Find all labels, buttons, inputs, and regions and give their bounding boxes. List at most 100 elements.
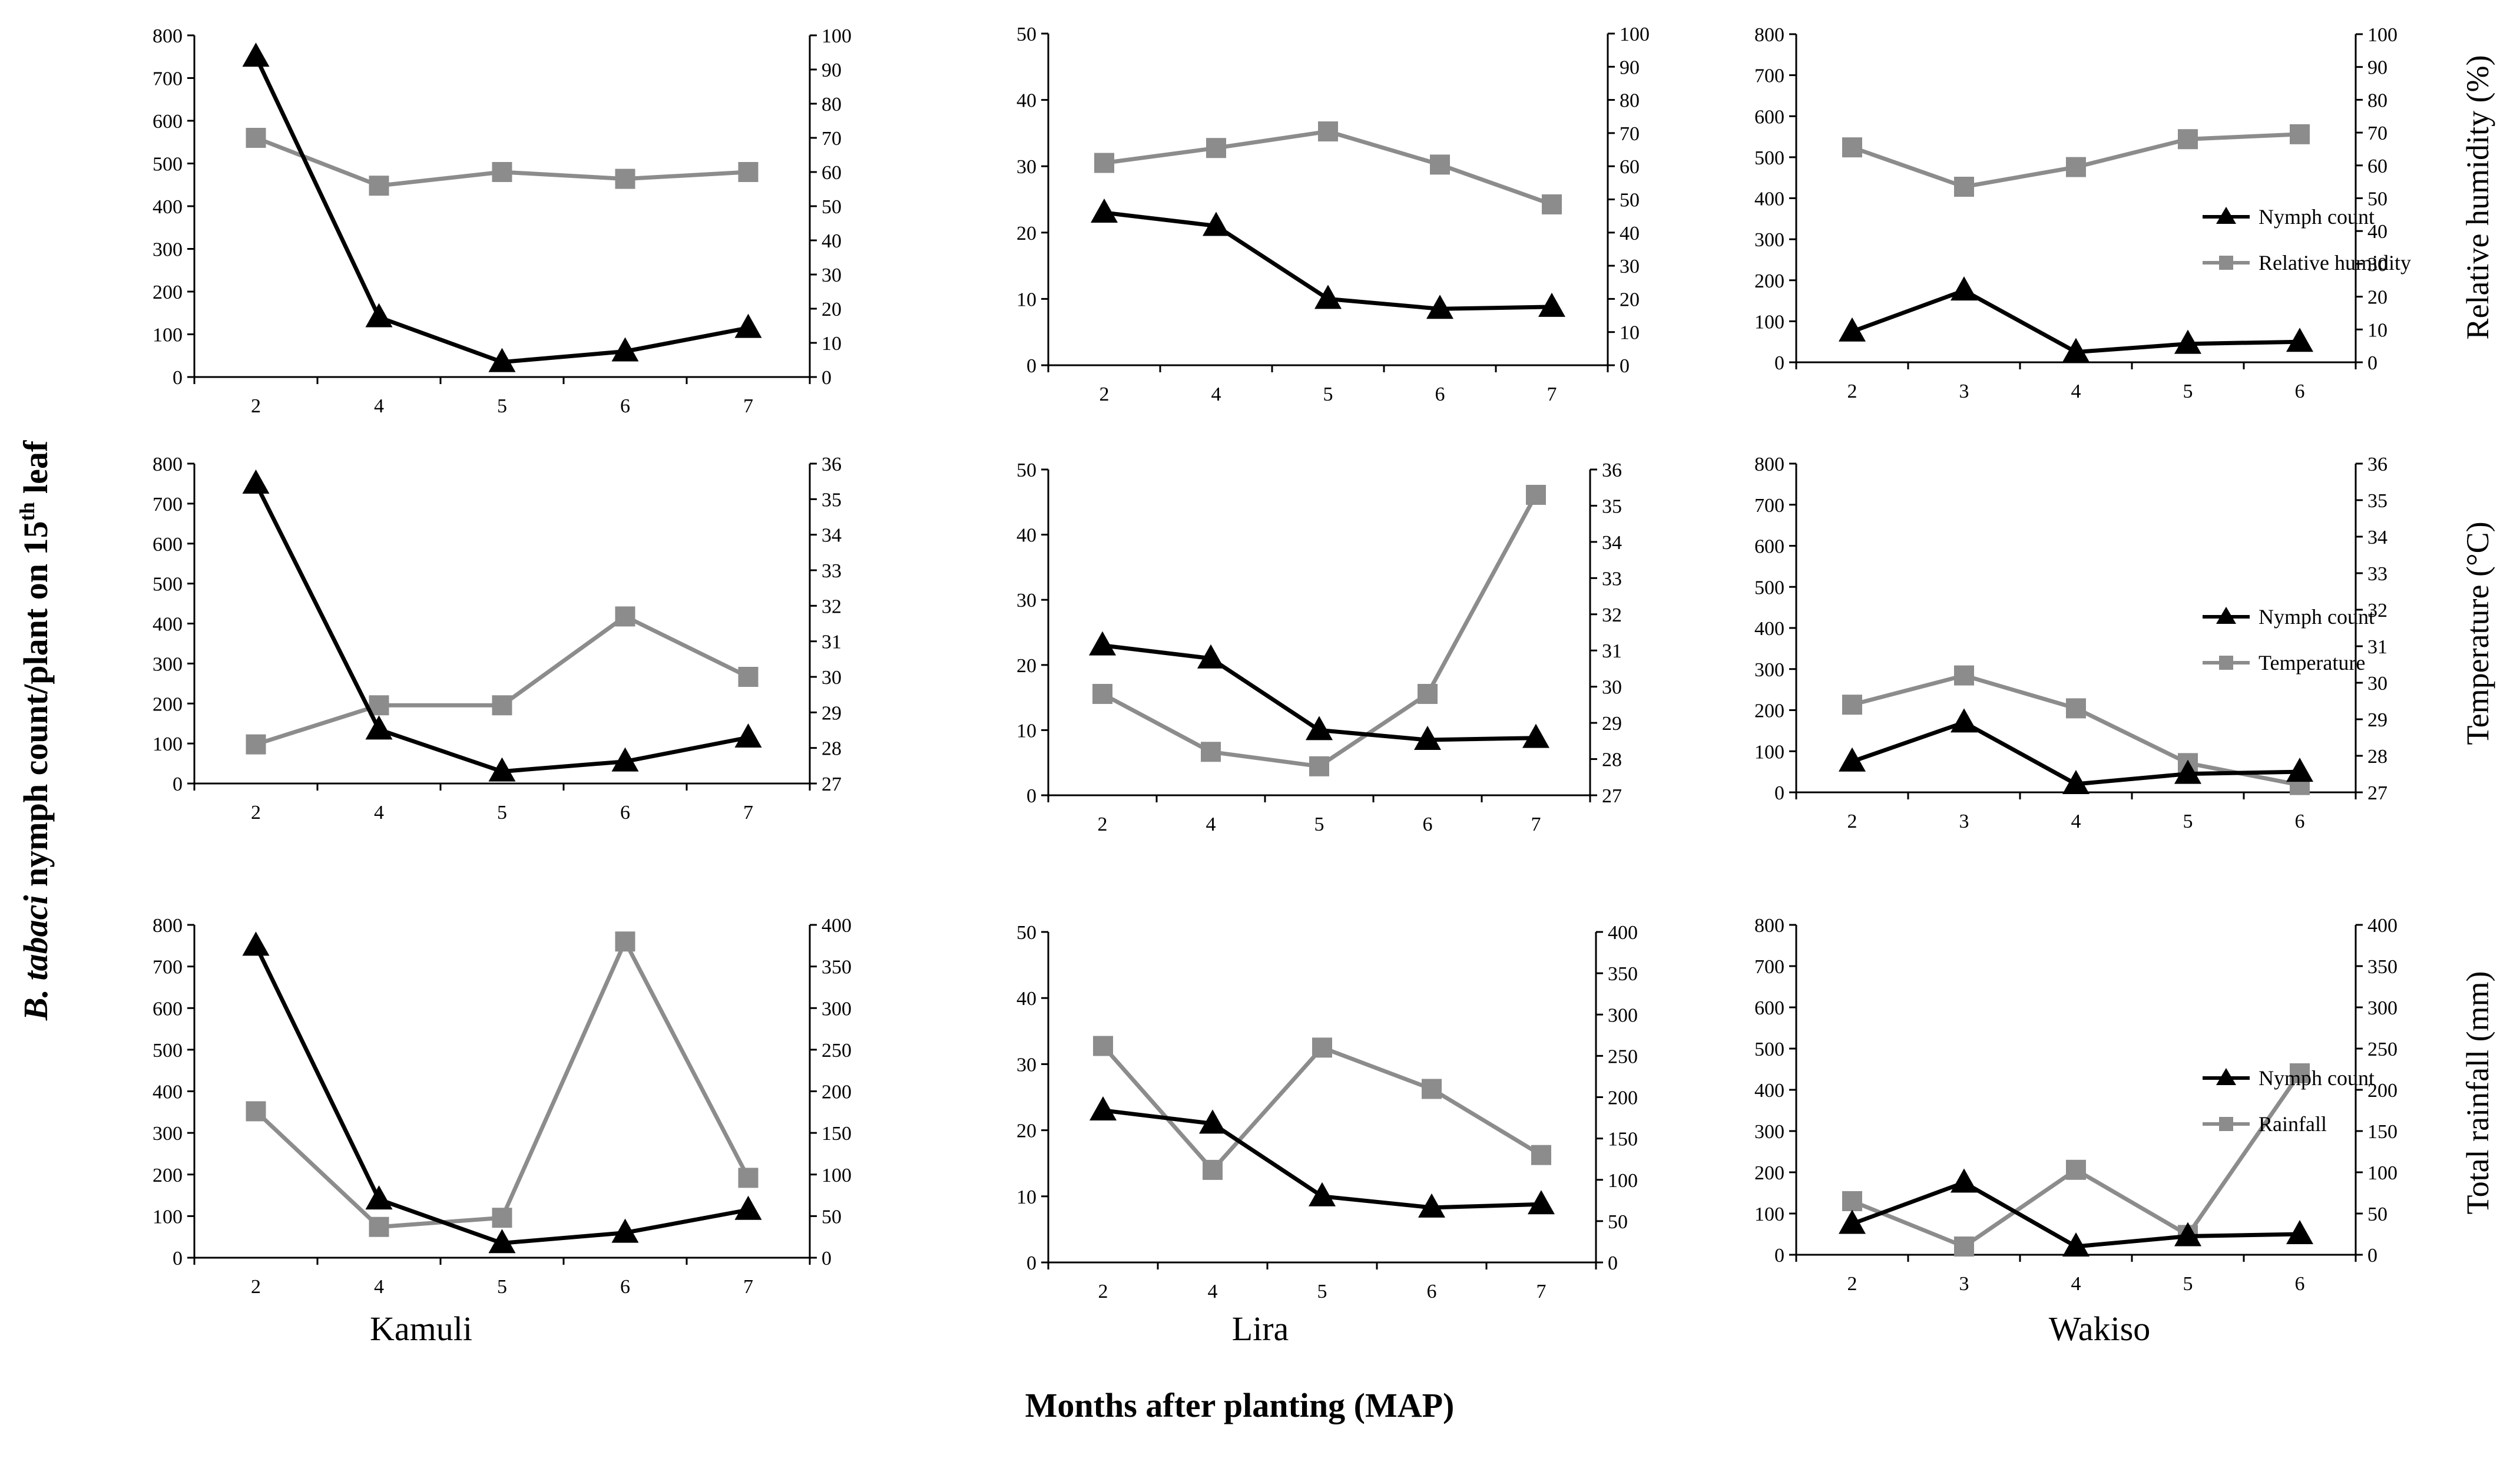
nymph-count-point bbox=[2062, 1232, 2089, 1257]
left-tick-label: 800 bbox=[153, 454, 183, 475]
left-tick-label: 700 bbox=[153, 494, 183, 515]
nymph-count-point bbox=[1528, 1190, 1555, 1215]
left-tick-label: 800 bbox=[1754, 915, 1784, 937]
left-tick-label: 0 bbox=[1774, 782, 1784, 804]
right-tick-label: 90 bbox=[1620, 57, 1640, 78]
nymph-count-point bbox=[1951, 1168, 1978, 1193]
right-tick-label: 40 bbox=[2367, 221, 2387, 243]
left-tick-label: 50 bbox=[1016, 459, 1037, 481]
right-tick-label: 50 bbox=[2367, 1204, 2387, 1225]
x-tick-label: 5 bbox=[1314, 814, 1324, 835]
panel-wakiso-temp: 0100200300400500600700800272829303132333… bbox=[1754, 454, 2387, 832]
right-tick-label: 90 bbox=[822, 59, 842, 81]
nymph-count-point bbox=[1314, 285, 1342, 309]
nymph-count-point bbox=[2286, 328, 2313, 352]
secondary-point bbox=[246, 1101, 266, 1122]
right-tick-label: 31 bbox=[822, 632, 842, 653]
x-tick-label: 2 bbox=[1100, 383, 1110, 405]
nymph-count-point bbox=[242, 42, 270, 67]
right-tick-label: 34 bbox=[822, 525, 842, 547]
left-tick-label: 50 bbox=[1016, 922, 1037, 944]
left-tick-label: 40 bbox=[1016, 90, 1037, 112]
panel-kamuli-temp: 0100200300400500600700800272829303132333… bbox=[153, 454, 842, 824]
site-label-wakiso: Wakiso bbox=[2049, 1310, 2151, 1348]
right-tick-label: 35 bbox=[822, 489, 842, 511]
x-tick-label: 4 bbox=[2071, 381, 2081, 402]
y-axis-title: B. tabaci nymph count/plant on 15th leaf bbox=[15, 440, 55, 1021]
right-tick-label: 80 bbox=[822, 94, 842, 115]
nymph-count-point bbox=[488, 348, 516, 372]
nymph-count-point bbox=[734, 723, 762, 748]
right-tick-label: 32 bbox=[1602, 604, 1622, 626]
left-tick-label: 100 bbox=[153, 1206, 183, 1228]
legend-label: Relative humidity bbox=[2259, 251, 2411, 275]
nymph-count-point bbox=[734, 1195, 762, 1220]
left-tick-label: 800 bbox=[153, 915, 183, 937]
right-tick-label: 27 bbox=[2367, 782, 2387, 804]
secondary-point bbox=[1206, 138, 1226, 158]
y-title-end: leaf bbox=[16, 440, 55, 502]
left-tick-label: 300 bbox=[1754, 659, 1784, 681]
right-tick-label: 350 bbox=[2367, 956, 2398, 978]
left-tick-label: 0 bbox=[173, 367, 183, 389]
legend-label: Nymph count bbox=[2259, 205, 2375, 229]
x-tick-label: 2 bbox=[1847, 1273, 1857, 1295]
nymph-count-point bbox=[1414, 725, 1441, 750]
row-title-relative-humidity: Relative humidity (%) bbox=[2460, 55, 2495, 340]
right-tick-label: 34 bbox=[1602, 532, 1622, 554]
right-tick-label: 0 bbox=[822, 367, 832, 389]
secondary-point bbox=[2066, 698, 2086, 719]
x-tick-label: 6 bbox=[620, 802, 630, 824]
left-tick-label: 600 bbox=[1754, 106, 1784, 128]
left-tick-label: 0 bbox=[1026, 785, 1037, 807]
x-tick-label: 5 bbox=[497, 1276, 507, 1298]
right-tick-label: 30 bbox=[1620, 256, 1640, 277]
secondary-point bbox=[492, 1208, 512, 1228]
right-tick-label: 100 bbox=[2367, 1162, 2398, 1184]
legend-triangle-marker bbox=[2216, 207, 2236, 224]
right-tick-label: 30 bbox=[2367, 254, 2387, 276]
secondary-point bbox=[1201, 742, 1221, 762]
x-tick-label: 5 bbox=[2183, 1273, 2193, 1295]
series-line-nymph-count bbox=[254, 482, 749, 774]
right-tick-label: 34 bbox=[2367, 527, 2387, 548]
right-tick-label: 36 bbox=[1602, 459, 1622, 481]
legend: Nymph count Relative humidity bbox=[2203, 205, 2411, 275]
right-tick-label: 50 bbox=[1608, 1211, 1628, 1233]
nymph-count-point bbox=[1522, 723, 1549, 748]
legend: Nymph count Temperature bbox=[2203, 605, 2375, 675]
x-tick-label: 2 bbox=[251, 395, 261, 417]
x-tick-label: 6 bbox=[2295, 381, 2305, 402]
secondary-point bbox=[1842, 137, 1862, 158]
panel-lira-rh: 0 10 20 30 40 50 0 10 20 30 40 50 60 70 80 90 100 2 4 5 6 7 bbox=[1016, 24, 1650, 405]
right-tick-label: 30 bbox=[1602, 677, 1622, 699]
right-tick-label: 0 bbox=[822, 1248, 832, 1269]
legend-label: Temperature bbox=[2259, 651, 2365, 675]
x-tick-label: 2 bbox=[1098, 1281, 1108, 1302]
nymph-count-point bbox=[1091, 199, 1118, 223]
right-tick-label: 35 bbox=[2367, 490, 2387, 512]
left-tick-label: 20 bbox=[1016, 1120, 1037, 1142]
secondary-point bbox=[2066, 157, 2086, 177]
x-tick-label: 2 bbox=[251, 1276, 261, 1298]
right-tick-label: 33 bbox=[2367, 563, 2387, 585]
right-tick-label: 31 bbox=[2367, 636, 2387, 658]
right-tick-label: 100 bbox=[822, 1165, 852, 1186]
legend-label: Nymph count bbox=[2259, 1066, 2375, 1090]
nymph-count-point bbox=[1839, 747, 1866, 772]
left-tick-label: 200 bbox=[153, 1165, 183, 1186]
right-tick-label: 70 bbox=[822, 128, 842, 150]
right-tick-label: 31 bbox=[1602, 640, 1622, 662]
secondary-point bbox=[1430, 154, 1450, 175]
series-line-relative-humidity bbox=[1104, 129, 1553, 207]
left-tick-label: 200 bbox=[153, 282, 183, 303]
left-tick-label: 600 bbox=[153, 534, 183, 556]
right-tick-label: 250 bbox=[822, 1040, 852, 1062]
x-tick-label: 7 bbox=[743, 395, 753, 417]
left-tick-label: 600 bbox=[1754, 536, 1784, 558]
right-tick-label: 400 bbox=[1608, 922, 1638, 944]
right-tick-label: 33 bbox=[822, 560, 842, 582]
x-tick-label: 6 bbox=[1423, 814, 1433, 835]
secondary-point bbox=[2290, 1063, 2310, 1083]
row-title-total-rainfall: Total rainfall (mm) bbox=[2460, 971, 2495, 1214]
